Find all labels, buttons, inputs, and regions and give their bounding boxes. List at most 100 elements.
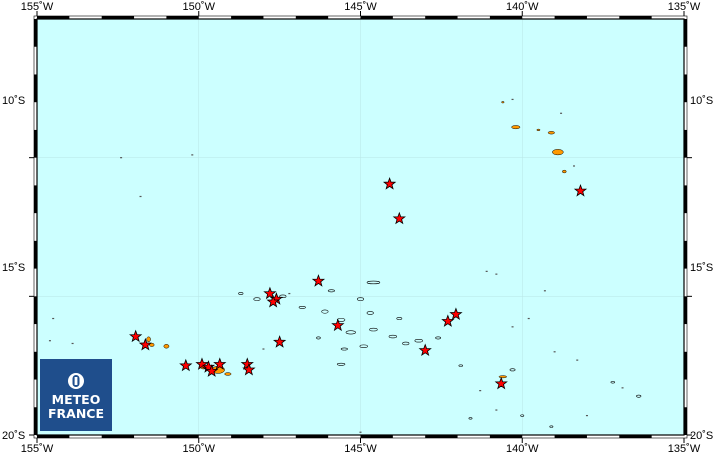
lat-label: 15˚S: [690, 262, 713, 274]
event-star-marker: [449, 307, 463, 320]
atoll: [366, 311, 374, 315]
atoll: [279, 294, 287, 299]
lon-label: 135˚W: [668, 443, 701, 455]
atoll: [369, 327, 378, 332]
islet: [120, 157, 123, 159]
atoll: [468, 417, 473, 420]
frame-segment: [554, 435, 587, 438]
islet: [52, 317, 55, 320]
left-lat-labels: 10˚S 15˚S 20˚S: [2, 95, 25, 442]
event-star-marker: [205, 364, 219, 377]
frame-segment: [684, 351, 687, 380]
atoll: [509, 368, 516, 372]
frame-segment: [37, 435, 70, 438]
atoll: [327, 289, 335, 293]
frame-segment: [101, 435, 135, 438]
frame-segment: [101, 16, 135, 19]
event-star-marker: [263, 286, 277, 300]
lon-label: 145˚W: [344, 443, 377, 455]
atoll: [336, 317, 346, 322]
islet: [576, 359, 579, 361]
lon-label: 135˚W: [668, 1, 701, 13]
event-star-marker: [179, 358, 193, 372]
islet: [511, 326, 514, 328]
atoll: [336, 362, 346, 366]
high-island: [501, 101, 505, 104]
islet: [495, 409, 498, 411]
atoll: [359, 344, 368, 348]
frame-segment: [231, 16, 264, 19]
high-island: [146, 336, 151, 343]
frame-segment: [34, 19, 37, 47]
event-star-marker: [213, 357, 227, 370]
islet: [495, 273, 498, 275]
logo-emblem-icon: [68, 373, 84, 389]
event-markers: [129, 177, 588, 390]
event-star-marker: [129, 329, 143, 343]
frame-segment: [34, 351, 37, 380]
frame-segment: [684, 240, 687, 269]
high-island: [511, 125, 521, 130]
high-island: [149, 342, 155, 347]
event-star-marker: [138, 337, 152, 351]
logo-line-1: METEO: [52, 392, 101, 407]
event-star-marker: [266, 294, 280, 308]
lon-label: 150˚W: [183, 443, 216, 455]
atoll: [298, 306, 306, 309]
lat-label: 20˚S: [690, 430, 713, 442]
islet: [621, 387, 624, 389]
high-island: [536, 128, 541, 132]
frame-segment: [684, 19, 687, 47]
islet: [553, 351, 556, 353]
atoll: [321, 309, 329, 314]
event-star-marker: [242, 362, 256, 376]
frame-segment: [554, 16, 587, 19]
event-star-marker: [240, 357, 254, 370]
high-island: [224, 372, 232, 376]
right-lat-labels: 10˚S 15˚S 20˚S: [690, 95, 713, 442]
event-star-marker: [382, 177, 397, 190]
atoll: [340, 347, 348, 351]
frame-segment: [166, 435, 199, 438]
frame-segment: [231, 435, 264, 438]
high-island: [498, 375, 507, 379]
high-island: [163, 344, 170, 349]
lon-label: 140˚W: [506, 1, 539, 13]
frame-segment: [360, 16, 393, 19]
atoll: [366, 280, 381, 285]
lon-label: 155˚W: [21, 1, 54, 13]
atoll: [549, 425, 554, 428]
frame-segment: [425, 16, 458, 19]
islet: [262, 348, 265, 350]
islet: [139, 195, 142, 198]
islet: [479, 390, 482, 392]
frame-segment: [619, 16, 652, 19]
islet: [573, 165, 576, 167]
atoll: [396, 317, 403, 320]
frame-segment: [489, 435, 523, 438]
lon-label: 150˚W: [183, 1, 216, 13]
frame-segment: [34, 407, 37, 435]
frame-segment: [684, 407, 687, 435]
atoll: [435, 336, 442, 340]
lat-label: 10˚S: [690, 95, 713, 107]
frame-segment: [619, 435, 652, 438]
logo-line-2: FRANCE: [48, 406, 104, 421]
event-star-marker: [573, 183, 588, 197]
atoll: [345, 330, 356, 335]
event-star-marker: [418, 343, 432, 357]
lon-label: 140˚W: [506, 443, 539, 455]
atoll: [402, 341, 410, 346]
frame-segment: [166, 16, 199, 19]
lon-label: 145˚W: [344, 1, 377, 13]
lat-label: 10˚S: [2, 95, 25, 107]
event-star-marker: [311, 274, 326, 287]
frame-segment: [684, 129, 687, 158]
lat-label: 15˚S: [2, 262, 25, 274]
frame-segment: [34, 296, 37, 325]
atoll: [520, 414, 525, 417]
atoll: [253, 297, 261, 301]
top-lon-labels: 155˚W 150˚W 145˚W 140˚W 135˚W: [21, 1, 701, 13]
atoll: [238, 292, 244, 295]
atoll: [636, 394, 642, 398]
